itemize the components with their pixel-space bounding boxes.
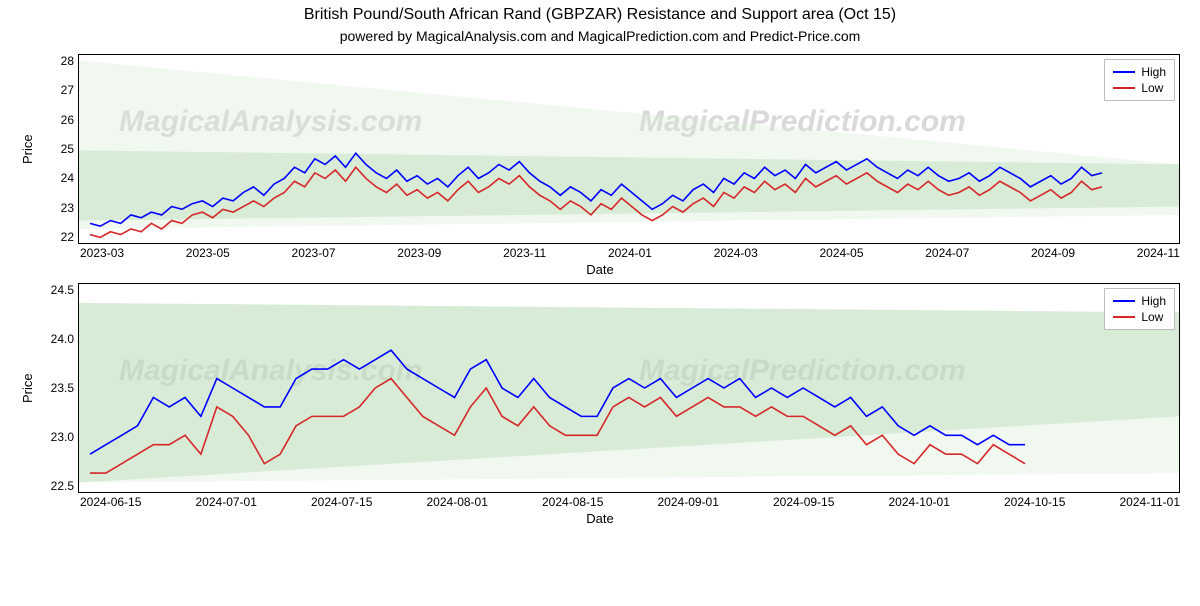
tick-label: 2024-07-01 (196, 495, 257, 509)
y-axis-label-top: Price (20, 54, 38, 244)
line-series-svg (79, 55, 1179, 243)
tick-label: 2024-05 (819, 246, 863, 260)
y-ticks-top: 28 27 26 25 24 23 22 (38, 54, 78, 244)
tick-label: 2024-03 (714, 246, 758, 260)
tick-label: 27 (38, 83, 74, 97)
tick-label: 2024-08-15 (542, 495, 603, 509)
chart-title: British Pound/South African Rand (GBPZAR… (0, 6, 1200, 24)
legend-swatch-high (1113, 300, 1135, 302)
legend-bottom: High Low (1104, 288, 1175, 330)
x-ticks-top: 2023-03 2023-05 2023-07 2023-09 2023-11 2024-… (80, 246, 1180, 260)
tick-label: 25 (38, 142, 74, 156)
tick-label: 2024-09 (1031, 246, 1075, 260)
tick-label: 28 (38, 54, 74, 68)
x-axis-label-top: Date (20, 262, 1180, 277)
x-axis-label-bottom: Date (20, 511, 1180, 526)
y-axis-label-bottom: Price (20, 283, 38, 493)
line-series-svg (79, 284, 1179, 492)
plot-area-top: MagicalAnalysis.com MagicalPrediction.co… (78, 54, 1180, 244)
tick-label: 23 (38, 201, 74, 215)
tick-label: 22 (38, 230, 74, 244)
chart-subtitle: powered by MagicalAnalysis.com and Magic… (0, 28, 1200, 44)
tick-label: 23.0 (38, 430, 74, 444)
tick-label: 24.0 (38, 332, 74, 346)
tick-label: 2024-09-01 (658, 495, 719, 509)
legend-label-high: High (1141, 64, 1166, 80)
y-ticks-bottom: 24.5 24.0 23.5 23.0 22.5 (38, 283, 78, 493)
legend-item-high: High (1113, 64, 1166, 80)
panel-top: Price 28 27 26 25 24 23 22 MagicalAnalysis.com… (20, 54, 1180, 277)
plot-wrapper-top: Price 28 27 26 25 24 23 22 MagicalAnalysis.com… (20, 54, 1180, 244)
tick-label: 2024-01 (608, 246, 652, 260)
plot-area-bottom: MagicalAnalysis.com MagicalPrediction.co… (78, 283, 1180, 493)
tick-label: 2024-10-01 (889, 495, 950, 509)
tick-label: 24.5 (38, 283, 74, 297)
legend-label-low: Low (1141, 309, 1163, 325)
legend-item-low: Low (1113, 309, 1166, 325)
legend-swatch-low (1113, 316, 1135, 318)
legend-label-low: Low (1141, 80, 1163, 96)
plot-wrapper-bottom: Price 24.5 24.0 23.5 23.0 22.5 MagicalAnalys… (20, 283, 1180, 493)
tick-label: 2023-05 (186, 246, 230, 260)
legend-label-high: High (1141, 293, 1166, 309)
legend-item-low: Low (1113, 80, 1166, 96)
panels-container: Price 28 27 26 25 24 23 22 MagicalAnalysis.com… (0, 48, 1200, 526)
tick-label: 2023-09 (397, 246, 441, 260)
x-ticks-bottom: 2024-06-15 2024-07-01 2024-07-15 2024-08-01… (80, 495, 1180, 509)
tick-label: 24 (38, 171, 74, 185)
tick-label: 2024-07-15 (311, 495, 372, 509)
tick-label: 2024-09-15 (773, 495, 834, 509)
tick-label: 2023-07 (292, 246, 336, 260)
tick-label: 2023-03 (80, 246, 124, 260)
tick-label: 22.5 (38, 479, 74, 493)
panel-bottom: Price 24.5 24.0 23.5 23.0 22.5 MagicalAnalys… (20, 283, 1180, 526)
tick-label: 2024-11-01 (1120, 495, 1181, 509)
tick-label: 23.5 (38, 381, 74, 395)
tick-label: 2024-08-01 (427, 495, 488, 509)
tick-label: 26 (38, 113, 74, 127)
legend-swatch-high (1113, 71, 1135, 73)
tick-label: 2024-11 (1137, 246, 1180, 260)
legend-swatch-low (1113, 87, 1135, 89)
tick-label: 2024-10-15 (1004, 495, 1065, 509)
tick-label: 2024-06-15 (80, 495, 141, 509)
tick-label: 2023-11 (503, 246, 546, 260)
legend-item-high: High (1113, 293, 1166, 309)
tick-label: 2024-07 (925, 246, 969, 260)
legend-top: High Low (1104, 59, 1175, 101)
